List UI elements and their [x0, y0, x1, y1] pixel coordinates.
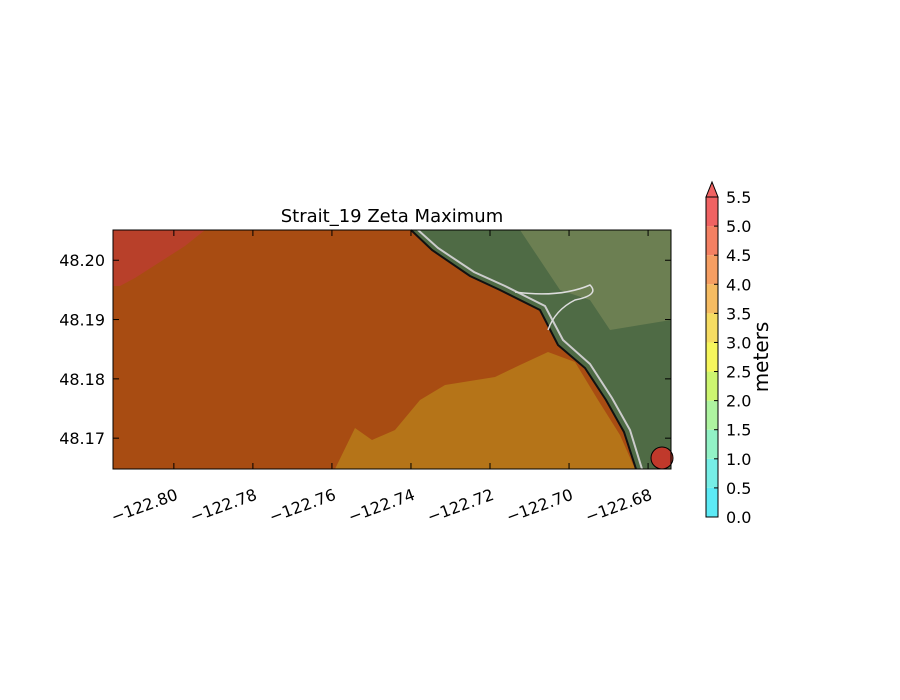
colorbar-band: [706, 400, 718, 430]
colorbar-tick-label: 4.0: [726, 275, 751, 294]
colorbar-band: [706, 342, 718, 372]
colorbar-tick-label: 2.0: [726, 392, 751, 411]
colorbar-band: [706, 429, 718, 459]
colorbar-band: [706, 458, 718, 488]
colorbar-tick-label: 3.5: [726, 304, 751, 323]
colorbar-band: [706, 487, 718, 517]
colorbar-label: meters: [749, 322, 773, 393]
high-spot: [650, 446, 674, 470]
plot-frame: [112, 229, 672, 470]
high-region: [113, 230, 205, 286]
colorbar-tick-label: 1.0: [726, 450, 751, 469]
colorbar-tick-label: 1.5: [726, 421, 751, 440]
colorbar-band: [706, 371, 718, 401]
colorbar-tick-label: 5.0: [726, 217, 751, 236]
colorbar-band: [706, 197, 718, 227]
colorbar-tick-label: 4.5: [726, 246, 751, 265]
map: [112, 229, 674, 470]
colorbar-frame: [705, 196, 719, 518]
chart-title: Strait_19 Zeta Maximum: [281, 206, 504, 227]
colorbar-band: [706, 284, 718, 314]
colorbar-tick-label: 2.5: [726, 363, 751, 382]
y-tick-label: 48.18: [59, 370, 105, 389]
mid-region: [335, 352, 635, 469]
colorbar-band: [706, 313, 718, 343]
road: [514, 284, 594, 331]
colorbar-band: [706, 255, 718, 285]
colorbar-tick-label: 0.5: [726, 479, 751, 498]
shore-contour: [417, 229, 643, 470]
colorbar-band: [706, 226, 718, 256]
colorbar-tick-label: 3.0: [726, 333, 751, 352]
colorbar-tick-label: 5.5: [726, 188, 751, 207]
y-tick-label: 48.20: [59, 251, 105, 270]
y-tick-label: 48.17: [59, 429, 105, 448]
y-tick-label: 48.19: [59, 311, 105, 330]
colorbar-tick-label: 0.0: [726, 508, 751, 527]
fields: [520, 230, 671, 330]
